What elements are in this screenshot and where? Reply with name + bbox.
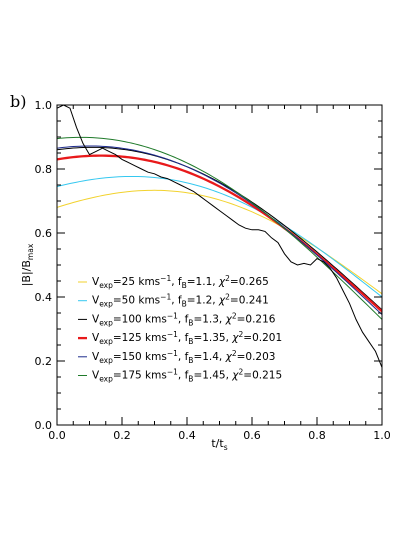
x-tick-label: 0.8 xyxy=(308,429,326,442)
y-tick-label: 0.4 xyxy=(35,291,53,304)
series-line-6 xyxy=(57,136,382,320)
x-tick-label: 0.0 xyxy=(48,429,66,442)
y-tick-label: 0.6 xyxy=(35,227,53,240)
legend-entry-2: Vexp=50 kms−1, fB=1.2, χ2=0.241 xyxy=(92,293,269,309)
plot-area xyxy=(56,104,383,426)
legend-entry-6: Vexp=175 kms−1, fB=1.45, χ2=0.215 xyxy=(92,368,282,384)
x-axis-label: t/ts xyxy=(211,437,227,452)
observed-line xyxy=(57,105,382,368)
series-line-3 xyxy=(57,146,382,311)
series-line-4 xyxy=(57,154,382,313)
legend-entry-4: Vexp=125 kms−1, fB=1.35, χ2=0.201 xyxy=(92,330,282,346)
x-tick-label: 0.4 xyxy=(178,429,196,442)
y-tick-label: 0.8 xyxy=(35,163,53,176)
tick-labels: 0.00.0 0.2 0.2 0.4 0.4 0.6 0.6 0.8 0.8 1.0 1.0 xyxy=(35,99,391,442)
panel-label: b) xyxy=(10,92,26,111)
legend-entry-5: Vexp=150 kms−1, fB=1.4, χ2=0.203 xyxy=(92,349,275,365)
legend: Vexp=25 kms−1, fB=1.1, χ2=0.265 Vexp=50 k… xyxy=(78,274,282,384)
legend-entry-3: Vexp=100 kms−1, fB=1.3, χ2=0.216 xyxy=(92,311,276,327)
series-line-5 xyxy=(57,145,382,315)
x-tick-label: 0.6 xyxy=(243,429,261,442)
y-tick-label: 1.0 xyxy=(35,99,53,112)
y-tick-label: 0.2 xyxy=(35,355,53,368)
x-tick-label: 1.0 xyxy=(373,429,391,442)
y-axis-label: |B|/Bmax xyxy=(20,243,35,286)
series-line-2 xyxy=(57,175,382,298)
x-tick-label: 0.2 xyxy=(113,429,131,442)
axis-ticks xyxy=(56,104,383,426)
legend-entry-1: Vexp=25 kms−1, fB=1.1, χ2=0.265 xyxy=(92,274,269,290)
y-tick-label: 0.0 xyxy=(35,419,53,432)
